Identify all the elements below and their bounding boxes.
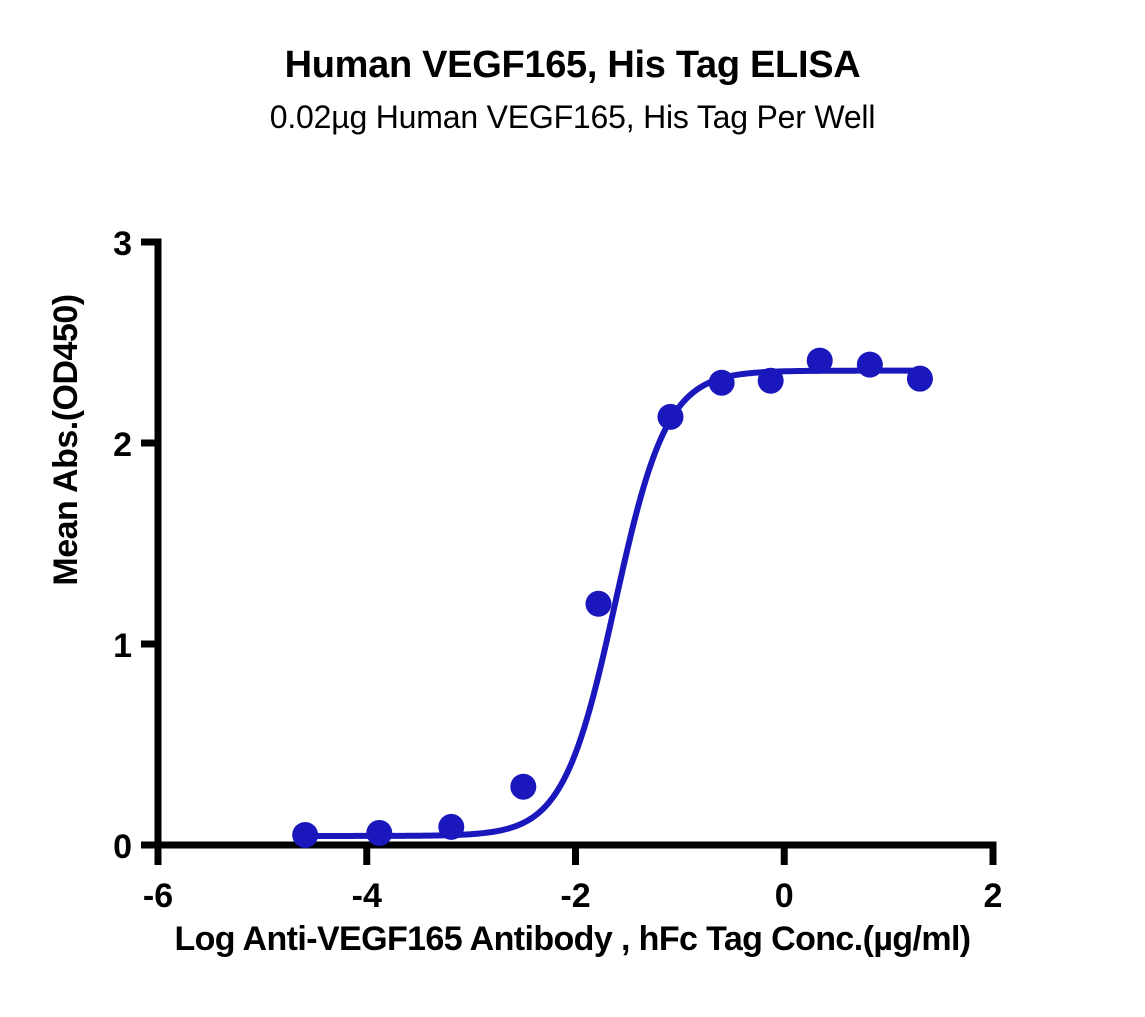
x-tick-label: 2 <box>984 877 1003 915</box>
data-point-marker <box>906 365 933 392</box>
x-tick-label: 0 <box>775 877 794 915</box>
x-tick-label: -6 <box>143 877 173 915</box>
data-point-marker <box>585 590 612 617</box>
y-tick-label: 3 <box>113 225 132 263</box>
y-tick-label: 0 <box>113 828 132 866</box>
data-point-marker <box>856 351 883 378</box>
data-points <box>292 347 933 848</box>
axis-tick-labels: 0 1 2 3 -6 -4 -2 0 2 <box>113 225 1002 915</box>
data-point-marker <box>292 821 319 848</box>
chart-subtitle: 0.02µg Human VEGF165, His Tag Per Well <box>269 99 876 135</box>
chart-title: Human VEGF165, His Tag ELISA <box>284 44 861 86</box>
y-tick-label: 1 <box>113 627 132 665</box>
x-tick-label: -4 <box>352 877 382 915</box>
data-point-marker <box>366 819 393 846</box>
fit-curve <box>302 367 923 839</box>
data-point-marker <box>657 403 684 430</box>
x-axis-label: Log Anti-VEGF165 Antibody , hFc Tag Conc… <box>174 920 971 958</box>
data-point-marker <box>757 367 784 394</box>
sigmoid-fit-line <box>302 367 923 839</box>
data-point-marker <box>708 369 735 396</box>
x-tick-label: -2 <box>560 877 590 915</box>
axis-ticks <box>141 238 997 865</box>
data-point-marker <box>510 773 537 800</box>
y-tick-label: 2 <box>113 426 132 464</box>
data-point-marker <box>438 813 465 840</box>
data-point-marker <box>806 347 833 374</box>
